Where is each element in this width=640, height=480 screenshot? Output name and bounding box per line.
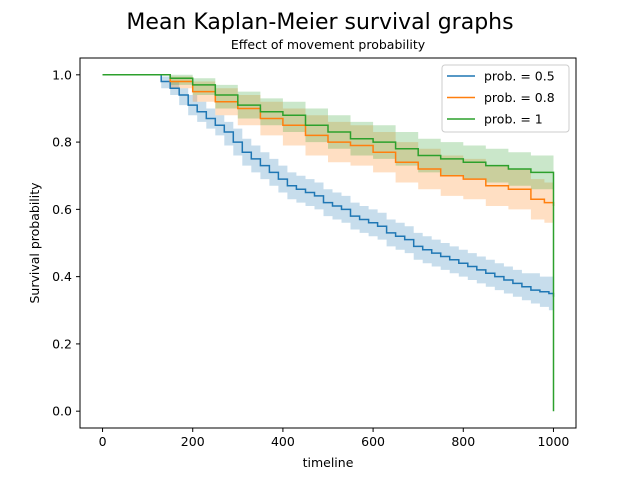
x-axis-ticks: 0 200 400 600 800 1000 — [99, 428, 570, 449]
y-axis-ticks: 0.0 0.2 0.4 0.6 0.8 1.0 — [52, 67, 80, 419]
x-tick-label: 1000 — [538, 434, 570, 449]
survival-lines — [102, 74, 555, 412]
chart-title: Mean Kaplan-Meier survival graphs — [126, 10, 513, 35]
x-axis-label: timeline — [303, 455, 354, 470]
survival-line-1 — [102, 74, 555, 297]
legend: prob. = 0.5 prob. = 0.8 prob. = 1 — [441, 64, 570, 133]
y-tick-label: 0.2 — [52, 336, 72, 351]
confidence-band-2 — [102, 74, 554, 227]
y-tick-label: 0.8 — [52, 135, 72, 150]
legend-label-3: prob. = 1 — [484, 112, 543, 127]
x-tick-label: 400 — [271, 434, 295, 449]
x-tick-label: 200 — [181, 434, 205, 449]
plot-frame — [79, 57, 577, 429]
y-tick-label: 0.6 — [52, 202, 72, 217]
survival-line-3 — [102, 74, 555, 412]
legend-label-2: prob. = 0.8 — [484, 90, 555, 105]
x-tick-label: 800 — [451, 434, 475, 449]
legend-box — [441, 64, 570, 133]
x-tick-label: 0 — [99, 434, 107, 449]
x-tick-label: 600 — [361, 434, 385, 449]
y-axis-label: Survival probability — [27, 182, 42, 304]
survival-line-2 — [102, 74, 555, 206]
y-tick-label: 1.0 — [52, 67, 72, 82]
legend-label-1: prob. = 0.5 — [484, 69, 555, 84]
y-tick-label: 0.4 — [52, 269, 72, 284]
y-tick-label: 0.0 — [52, 404, 72, 419]
chart-subtitle: Effect of movement probability — [231, 37, 426, 52]
